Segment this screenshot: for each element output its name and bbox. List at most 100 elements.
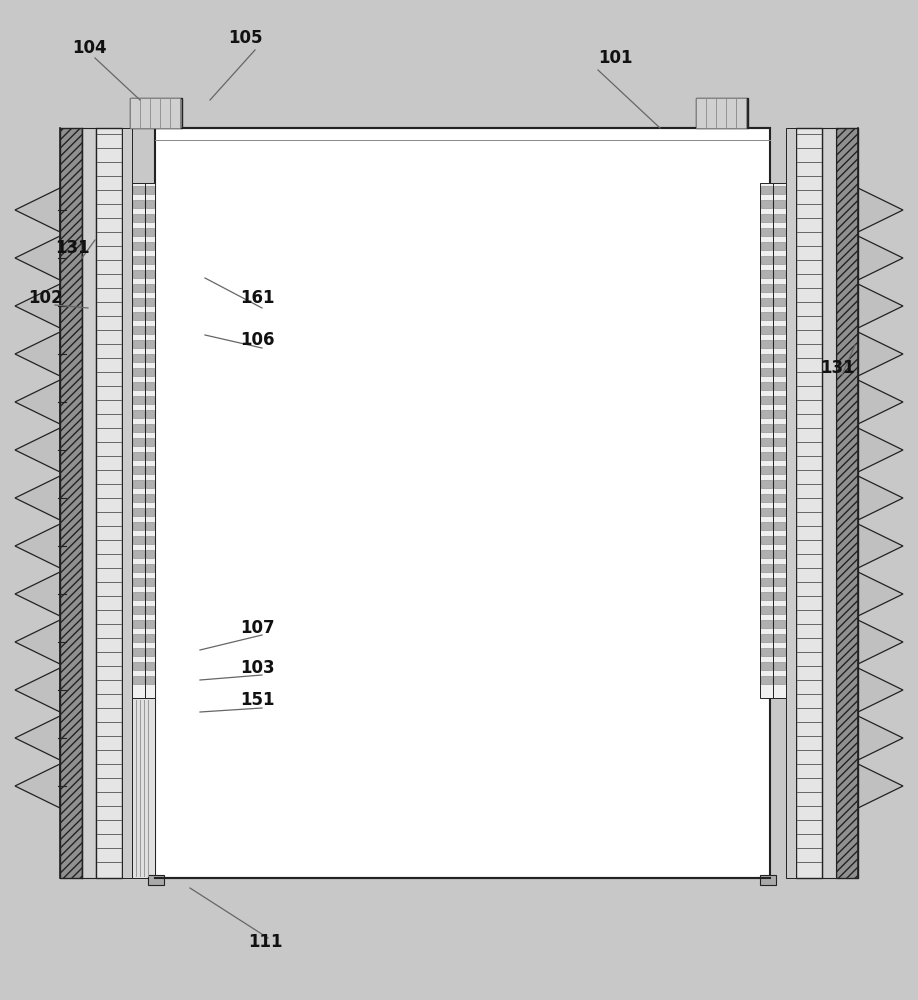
Polygon shape: [858, 572, 903, 616]
Bar: [146, 494, 154, 502]
Polygon shape: [15, 572, 60, 616]
Bar: [133, 326, 144, 334]
Bar: [133, 312, 144, 320]
Bar: [133, 466, 144, 474]
Bar: [761, 662, 772, 670]
Bar: [761, 508, 772, 516]
Bar: [133, 620, 144, 628]
Bar: [133, 270, 144, 278]
Bar: [761, 578, 772, 586]
Bar: [146, 242, 154, 250]
Bar: [696, 98, 748, 128]
Bar: [774, 648, 785, 656]
Bar: [774, 564, 785, 572]
Polygon shape: [15, 188, 60, 232]
Bar: [726, 98, 736, 128]
Bar: [146, 452, 154, 460]
Bar: [761, 494, 772, 502]
Bar: [774, 284, 785, 292]
Bar: [761, 326, 772, 334]
Bar: [160, 98, 170, 128]
Polygon shape: [858, 524, 903, 568]
Bar: [133, 214, 144, 222]
Bar: [133, 228, 144, 236]
Bar: [133, 354, 144, 362]
Bar: [761, 550, 772, 558]
Bar: [761, 452, 772, 460]
Bar: [146, 354, 154, 362]
Bar: [133, 340, 144, 348]
Bar: [133, 438, 144, 446]
Bar: [146, 382, 154, 390]
Bar: [146, 186, 154, 194]
Bar: [140, 98, 150, 128]
Bar: [146, 508, 154, 516]
Bar: [133, 452, 144, 460]
Bar: [146, 536, 154, 544]
Bar: [761, 200, 772, 208]
Bar: [146, 424, 154, 432]
Text: 105: 105: [228, 29, 263, 47]
Bar: [773, 183, 786, 698]
Bar: [774, 256, 785, 264]
Bar: [774, 200, 785, 208]
Bar: [774, 522, 785, 530]
Bar: [146, 634, 154, 642]
Polygon shape: [858, 284, 903, 328]
Bar: [133, 522, 144, 530]
Bar: [761, 466, 772, 474]
Bar: [761, 270, 772, 278]
Bar: [761, 606, 772, 614]
Bar: [132, 698, 155, 878]
Bar: [133, 186, 144, 194]
Bar: [774, 662, 785, 670]
Bar: [774, 550, 785, 558]
Bar: [146, 340, 154, 348]
Bar: [146, 270, 154, 278]
Bar: [146, 620, 154, 628]
Bar: [774, 494, 785, 502]
Bar: [761, 354, 772, 362]
Bar: [150, 98, 160, 128]
Bar: [774, 270, 785, 278]
Bar: [146, 676, 154, 684]
Bar: [774, 438, 785, 446]
Bar: [774, 214, 785, 222]
Bar: [133, 676, 144, 684]
Bar: [146, 368, 154, 376]
Text: 102: 102: [28, 289, 62, 307]
Bar: [82, 128, 96, 878]
Bar: [130, 98, 140, 128]
Bar: [736, 98, 746, 128]
Bar: [133, 592, 144, 600]
Bar: [774, 508, 785, 516]
Bar: [146, 214, 154, 222]
Text: 104: 104: [72, 39, 106, 57]
Bar: [146, 312, 154, 320]
Bar: [774, 466, 785, 474]
Bar: [761, 620, 772, 628]
Bar: [133, 396, 144, 404]
Bar: [148, 875, 164, 885]
Bar: [774, 536, 785, 544]
Bar: [761, 522, 772, 530]
Polygon shape: [858, 668, 903, 712]
Bar: [133, 606, 144, 614]
Bar: [716, 98, 726, 128]
Bar: [122, 128, 132, 878]
Bar: [706, 98, 716, 128]
Bar: [761, 410, 772, 418]
Bar: [774, 186, 785, 194]
Bar: [60, 128, 82, 878]
Bar: [761, 214, 772, 222]
Bar: [146, 396, 154, 404]
Bar: [133, 634, 144, 642]
Bar: [822, 128, 836, 878]
Text: 101: 101: [598, 49, 633, 67]
Bar: [761, 676, 772, 684]
Bar: [774, 298, 785, 306]
Bar: [836, 128, 858, 878]
Bar: [774, 368, 785, 376]
Bar: [761, 536, 772, 544]
Polygon shape: [858, 236, 903, 280]
